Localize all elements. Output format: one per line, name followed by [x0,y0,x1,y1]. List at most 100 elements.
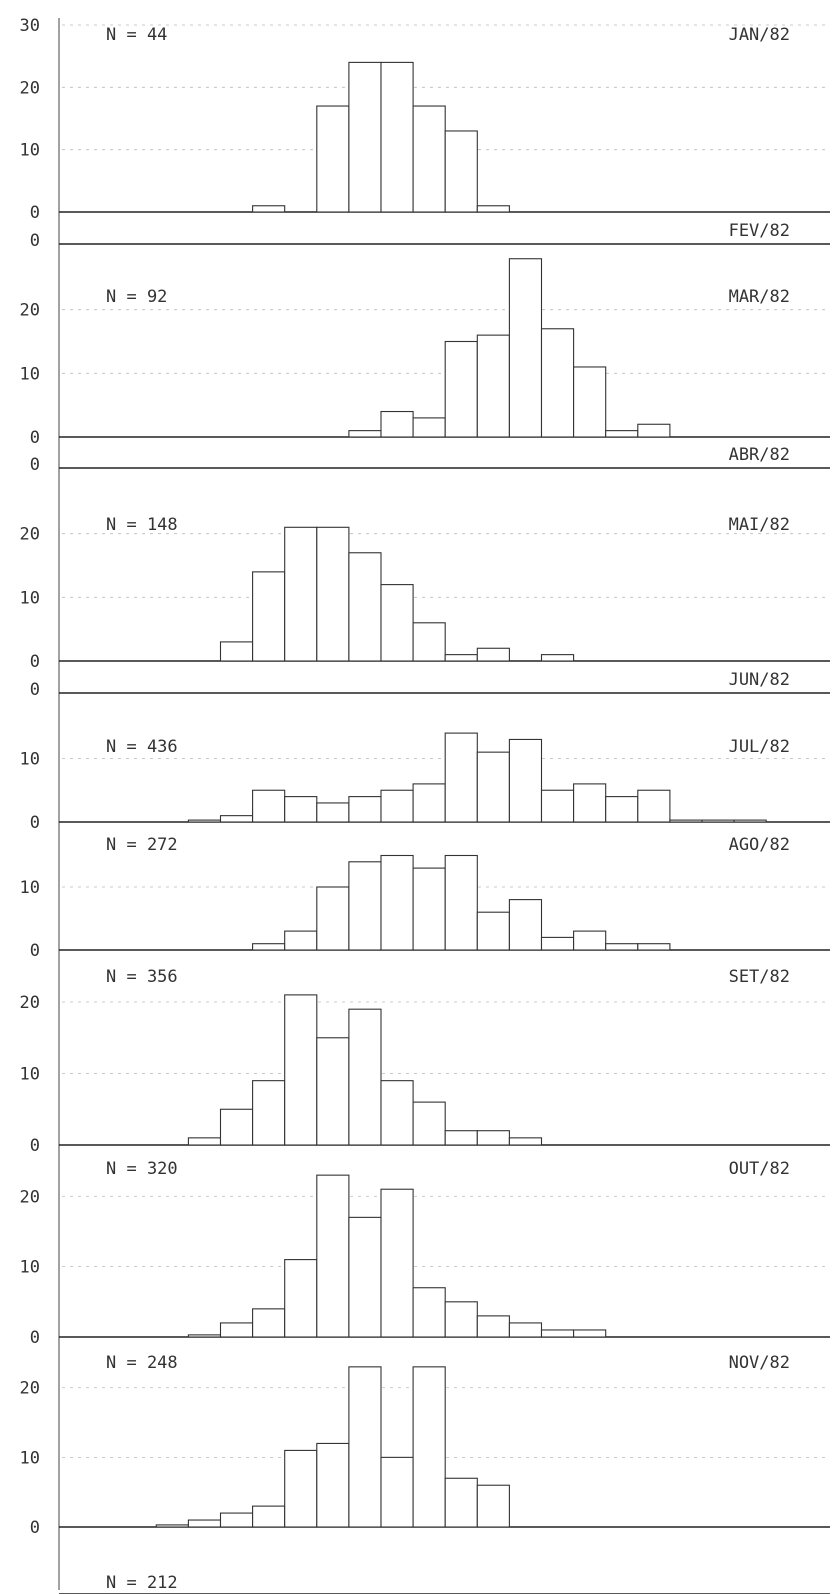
n-label-mar: N = 92 [106,287,167,307]
bar-ago-7 [252,943,286,951]
bar-mar-14 [476,334,510,438]
month-label-fev: FEV/82 [729,221,790,241]
month-label-ago: AGO/82 [729,835,790,855]
bar-set-13 [444,1130,478,1146]
bar-out-12 [412,1287,446,1338]
bar-out-15 [508,1322,543,1338]
bar-nov-6 [219,1512,254,1528]
bar-jul-20 [669,819,703,823]
bar-mar-19 [637,423,671,438]
bar-out-6 [219,1322,254,1338]
bar-ago-16 [540,936,575,951]
bar-jan-11 [380,61,414,213]
bar-jul-6 [219,815,254,823]
month-label-jan: JAN/82 [729,25,790,45]
bar-nov-11 [380,1456,414,1528]
bar-set-10 [348,1008,382,1146]
bar-ago-11 [380,854,414,951]
y-tick-label-out-0: 0 [30,1328,40,1348]
bar-mai-8 [284,526,318,662]
bar-out-10 [348,1216,382,1338]
bar-jan-14 [476,205,510,213]
month-label-jul: JUL/82 [729,737,790,757]
bar-mai-12 [412,622,446,662]
bar-jul-7 [252,789,286,823]
y-tick-label-set-0: 0 [30,1136,40,1156]
y-tick-label-nov-0: 0 [30,1518,40,1538]
bar-mai-16 [540,654,575,662]
bar-jan-13 [444,130,478,213]
y-tick-label-jan-0: 0 [30,203,40,223]
bar-jul-22 [733,819,767,823]
bar-mar-17 [573,366,607,438]
bar-mar-10 [348,430,382,438]
bar-mai-14 [476,647,510,662]
bar-jan-7 [252,205,286,213]
y-tick-label-ago-1: 10 [20,878,40,898]
bar-out-7 [252,1308,286,1338]
bar-nov-14 [476,1484,510,1528]
month-label-nov: NOV/82 [729,1353,790,1373]
y-tick-label-jul-0: 0 [30,813,40,833]
bar-nov-7 [252,1505,286,1528]
n-label-dez: N = 212 [106,1573,178,1593]
y-tick-label-jan-2: 20 [20,78,40,98]
y-tick-label-jan-3: 30 [20,16,40,36]
bar-mai-13 [444,654,478,662]
bar-set-9 [316,1037,350,1146]
n-label-mai: N = 148 [106,515,178,535]
panel-nov: 0 10 20 N = 248 NOV/82 [20,1353,830,1538]
bar-out-11 [380,1188,414,1338]
panels: 0 10 20 30 N = 44 JAN/82 0 FEV/82 0 10 20 N = 92 MAR… [20,16,830,1594]
y-tick-label-jul-1: 10 [20,750,40,770]
y-tick-label-out-2: 20 [20,1187,40,1207]
bar-jul-8 [284,796,318,823]
n-label-ago: N = 272 [106,835,178,855]
bar-mai-10 [348,552,382,662]
bar-jan-12 [412,105,446,213]
bar-jul-13 [444,732,478,823]
y-tick-label-ago-0: 0 [30,941,40,961]
bar-mai-7 [252,571,286,662]
panel-fev: 0 FEV/82 [30,221,830,251]
bar-mar-11 [380,410,414,438]
bar-mai-11 [380,584,414,662]
bar-jul-19 [637,789,671,823]
bar-set-5 [187,1137,222,1146]
n-label-jan: N = 44 [106,25,167,45]
bar-mai-6 [219,641,254,662]
y-tick-label-mai-0: 0 [30,652,40,672]
bar-mar-15 [508,258,543,438]
bar-out-14 [476,1315,510,1338]
n-label-jul: N = 436 [106,737,178,757]
bar-jul-12 [412,783,446,823]
y-tick-label-set-2: 20 [20,993,40,1013]
y-tick-label-mai-2: 20 [20,525,40,545]
bar-mar-18 [605,430,639,438]
y-tick-label-nov-2: 20 [20,1379,40,1399]
month-label-mai: MAI/82 [729,515,790,535]
panel-ago: 0 10 N = 272 AGO/82 [20,835,830,961]
bar-mar-12 [412,417,446,438]
y-tick-label-mar-2: 20 [20,301,40,321]
bar-nov-4 [155,1524,189,1528]
bar-jul-16 [540,789,575,823]
bar-mar-13 [444,340,478,438]
y-tick-label-mai-1: 10 [20,588,40,608]
bar-set-12 [412,1101,446,1146]
bar-out-5 [187,1334,222,1338]
bar-out-9 [316,1174,350,1338]
panel-jan: 0 10 20 30 N = 44 JAN/82 [20,16,830,223]
bar-jul-11 [380,789,414,823]
month-label-jun: JUN/82 [729,670,790,690]
bar-ago-18 [605,943,639,951]
panel-mar: 0 10 20 N = 92 MAR/82 [20,258,830,448]
y-tick-label-jun-0: 0 [30,680,40,700]
bar-jul-14 [476,751,510,823]
y-tick-label-out-1: 10 [20,1258,40,1278]
bar-jul-21 [701,819,735,823]
bar-nov-8 [284,1449,318,1528]
y-tick-label-nov-1: 10 [20,1448,40,1468]
bar-mai-9 [316,526,350,662]
